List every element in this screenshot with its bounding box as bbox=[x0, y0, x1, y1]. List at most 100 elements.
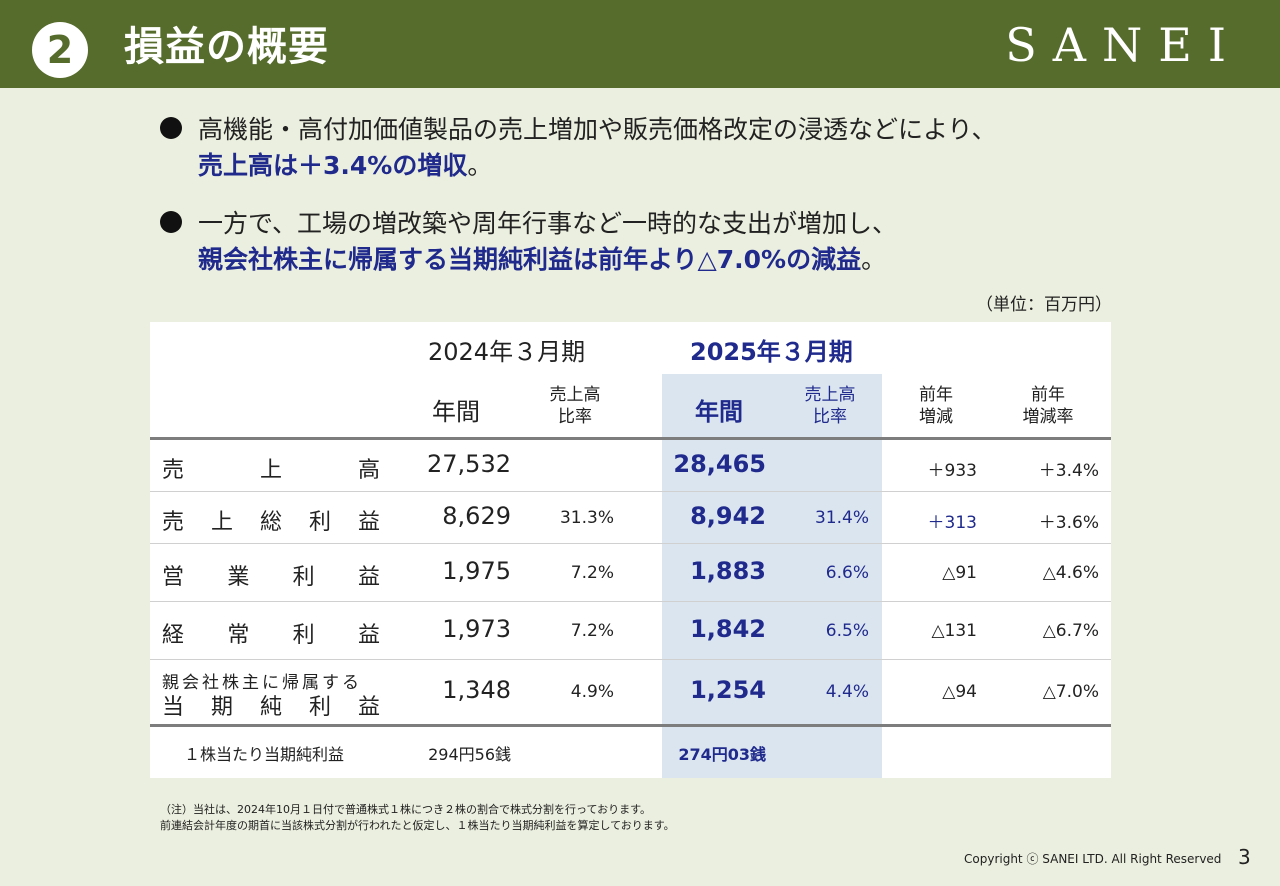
row-divider bbox=[150, 491, 1111, 492]
bullet-item: 一方で、工場の増改築や周年行事など一時的な支出が増加し、 親会社株主に帰属する当… bbox=[160, 206, 1160, 278]
copyright: Copyright ⓒ SANEI LTD. All Right Reserve… bbox=[964, 852, 1222, 866]
company-logo: SANEI bbox=[1005, 18, 1242, 72]
footnote-line: （注）当社は、2024年10月１日付で普通株式１株につき２株の割合で株式分割を行… bbox=[160, 803, 652, 816]
eps-prev: 294円56銭 bbox=[428, 745, 511, 764]
yoy-diff: △91 bbox=[942, 563, 977, 583]
row-divider bbox=[150, 659, 1111, 660]
row-label: 売 上 高 bbox=[162, 452, 380, 484]
row-divider bbox=[150, 543, 1111, 544]
table-row: 経 常 利 益 1,973 7.2% 1,842 6.5% △131 △6.7% bbox=[150, 602, 1111, 659]
bullet-text: 一方で、工場の増改築や周年行事など一時的な支出が増加し、 bbox=[198, 209, 898, 238]
row-label-char: 利 bbox=[308, 695, 331, 720]
table-row: 親会社株主に帰属する 当 期 純 利 益 1,348 4.9% 1,254 4.… bbox=[150, 660, 1111, 724]
row-label-char: 常 bbox=[227, 623, 250, 648]
col-ratio-prev-l2: 比率 bbox=[558, 407, 592, 427]
current-year-highlight bbox=[662, 374, 882, 778]
eps-label: １株当たり当期純利益 bbox=[184, 745, 345, 764]
period-prev-header: 2024年３月期 bbox=[428, 338, 586, 366]
yoy-diff-rate: ＋3.4% bbox=[1038, 461, 1099, 481]
page-number: 3 bbox=[1238, 845, 1251, 869]
row-label-char: 益 bbox=[357, 623, 380, 648]
col-diffr-l2: 増減率 bbox=[1022, 407, 1074, 427]
prev-annual: 1,973 bbox=[442, 615, 511, 643]
col-diff-l2: 増減 bbox=[919, 407, 953, 427]
row-label-char: 純 bbox=[259, 695, 282, 720]
curr-ratio: 31.4% bbox=[814, 508, 869, 528]
header-bar: 2 損益の概要 SANEI bbox=[0, 0, 1280, 88]
prev-annual: 1,975 bbox=[442, 557, 511, 585]
row-label-char: 利 bbox=[292, 623, 315, 648]
curr-annual: 28,465 bbox=[673, 450, 766, 478]
bullet-suffix: 。 bbox=[467, 151, 493, 180]
bullet-text: 高機能・高付加価値製品の売上増加や販売価格改定の浸透などにより、 bbox=[198, 115, 997, 144]
yoy-diff: △94 bbox=[942, 682, 977, 702]
prev-ratio: 7.2% bbox=[570, 563, 614, 583]
header-rule bbox=[150, 437, 1111, 440]
prev-annual: 8,629 bbox=[442, 502, 511, 530]
net-income-label-top: 親会社株主に帰属する bbox=[162, 673, 362, 693]
bullet-item: 高機能・高付加価値製品の売上増加や販売価格改定の浸透などにより、 売上高は＋3.… bbox=[160, 112, 1160, 184]
eps-curr: 274円03銭 bbox=[678, 745, 766, 764]
page-title: 損益の概要 bbox=[124, 24, 329, 70]
yoy-diff-rate: △4.6% bbox=[1042, 563, 1099, 583]
table-row: 売 上 総 利 益 8,629 31.3% 8,942 31.4% ＋313 ＋… bbox=[150, 492, 1111, 543]
col-diff: 前年 増減 bbox=[900, 384, 972, 428]
bullet-highlight-text: 親会社株主に帰属する当期純利益は前年より△7.0%の減益 bbox=[198, 245, 862, 274]
prev-annual: 1,348 bbox=[442, 676, 511, 704]
col-ratio-curr-l1: 売上高 bbox=[804, 385, 856, 405]
col-annual-curr: 年間 bbox=[695, 398, 743, 426]
income-table: 2024年３月期 2025年３月期 年間 売上高 比率 年間 売上高 比率 前年 増減… bbox=[150, 322, 1111, 778]
period-curr-header: 2025年３月期 bbox=[690, 338, 853, 366]
curr-ratio: 6.6% bbox=[825, 563, 869, 583]
bullet-dot-icon bbox=[160, 211, 182, 233]
eps-row: １株当たり当期純利益 294円56銭 274円03銭 bbox=[150, 727, 1111, 778]
row-label: 売 上 総 利 益 bbox=[162, 504, 380, 536]
yoy-diff-rate: △7.0% bbox=[1042, 682, 1099, 702]
col-ratio-prev: 売上高 比率 bbox=[540, 384, 610, 428]
row-label-char: 上 bbox=[259, 458, 282, 483]
prev-ratio: 4.9% bbox=[570, 682, 614, 702]
row-label-char: 益 bbox=[357, 695, 380, 720]
footnote-line: 前連結会計年度の期首に当該株式分割が行われたと仮定し、１株当たり当期純利益を算定… bbox=[160, 819, 675, 832]
curr-annual: 1,883 bbox=[690, 557, 766, 585]
curr-annual: 1,842 bbox=[690, 615, 766, 643]
row-label-char: 益 bbox=[357, 565, 380, 590]
curr-ratio: 6.5% bbox=[825, 621, 869, 641]
col-ratio-curr: 売上高 比率 bbox=[795, 384, 865, 428]
row-label-char: 売 bbox=[162, 510, 185, 535]
row-label-char: 利 bbox=[308, 510, 331, 535]
row-label-char: 期 bbox=[210, 695, 233, 720]
row-divider bbox=[150, 601, 1111, 602]
curr-annual: 8,942 bbox=[690, 502, 766, 530]
bullet-suffix: 。 bbox=[861, 245, 887, 274]
curr-ratio: 4.4% bbox=[825, 682, 869, 702]
col-diffr-l1: 前年 bbox=[1031, 385, 1065, 405]
unit-label: （単位：百万円） bbox=[976, 295, 1112, 315]
row-label: 営 業 利 益 bbox=[162, 559, 380, 591]
footer-rule bbox=[150, 724, 1111, 727]
row-label-char: 上 bbox=[210, 510, 233, 535]
row-label-char: 利 bbox=[292, 565, 315, 590]
prev-annual: 27,532 bbox=[427, 450, 511, 478]
row-label-char: 当 bbox=[162, 695, 185, 720]
row-label-char: 業 bbox=[227, 565, 250, 590]
bullet-highlight: 売上高は＋3.4%の増収。 bbox=[198, 148, 1160, 184]
row-label-char: 営 bbox=[162, 565, 185, 590]
col-diff-l1: 前年 bbox=[919, 385, 953, 405]
col-diff-rate: 前年 増減率 bbox=[1012, 384, 1084, 428]
table-row: 売 上 高 27,532 28,465 ＋933 ＋3.4% bbox=[150, 440, 1111, 491]
col-ratio-curr-l2: 比率 bbox=[813, 407, 847, 427]
yoy-diff: △131 bbox=[931, 621, 977, 641]
bullet-dot-icon bbox=[160, 117, 182, 139]
footnote: （注）当社は、2024年10月１日付で普通株式１株につき２株の割合で株式分割を行… bbox=[160, 802, 675, 834]
bullet-highlight-text: 売上高は＋3.4%の増収 bbox=[198, 151, 468, 180]
yoy-diff-rate: ＋3.6% bbox=[1038, 513, 1099, 533]
row-label-char: 経 bbox=[162, 623, 185, 648]
yoy-diff: ＋933 bbox=[927, 461, 977, 481]
row-label-char: 益 bbox=[357, 510, 380, 535]
row-label: 経 常 利 益 bbox=[162, 617, 380, 649]
prev-ratio: 7.2% bbox=[570, 621, 614, 641]
table-row: 営 業 利 益 1,975 7.2% 1,883 6.6% △91 △4.6% bbox=[150, 544, 1111, 601]
row-label: 当 期 純 利 益 bbox=[162, 689, 380, 721]
row-label-char: 売 bbox=[162, 458, 185, 483]
